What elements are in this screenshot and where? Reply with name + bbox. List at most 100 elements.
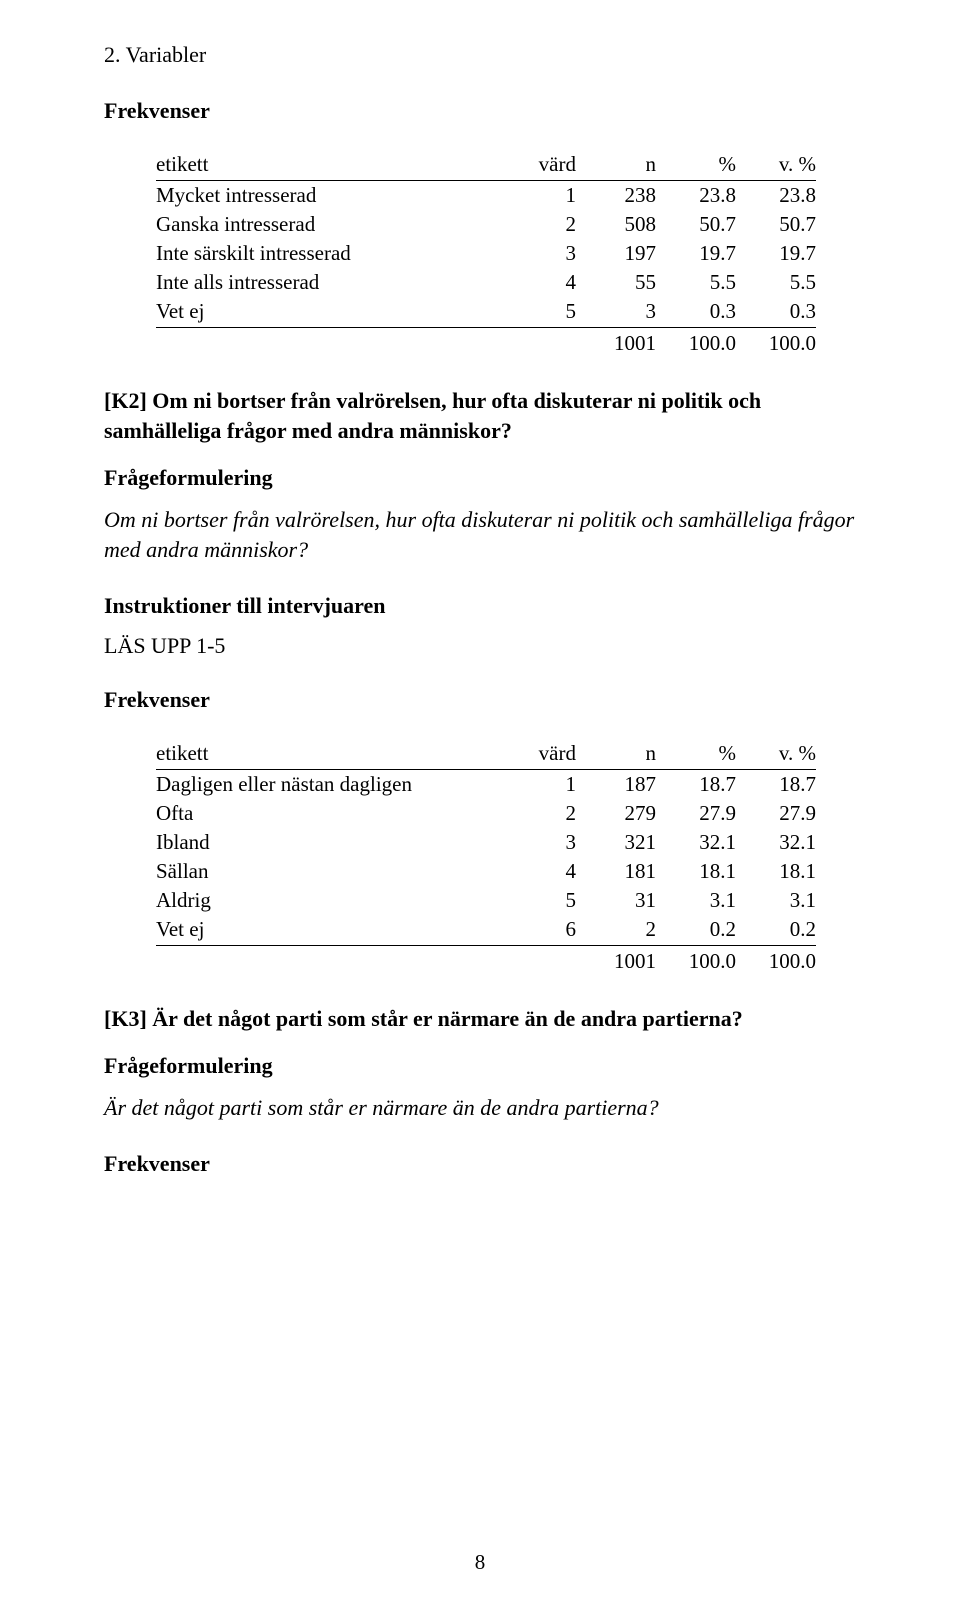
cell-pct: 32.1	[656, 828, 736, 857]
cell-pct: 19.7	[656, 239, 736, 268]
col-etikett: etikett	[156, 150, 496, 181]
cell-vard: 5	[496, 886, 576, 915]
cell-vpct: 5.5	[736, 268, 816, 297]
cell-pct: 5.5	[656, 268, 736, 297]
table-row: Inte särskilt intresserad 3 197 19.7 19.…	[156, 239, 816, 268]
frekvenser-heading-2: Frekvenser	[104, 687, 860, 713]
cell-vard: 2	[496, 210, 576, 239]
cell-n: 279	[576, 799, 656, 828]
cell-etikett: Inte alls intresserad	[156, 268, 496, 297]
cell-etikett: Vet ej	[156, 915, 496, 946]
table-row: Ibland 3 321 32.1 32.1	[156, 828, 816, 857]
cell-n: 2	[576, 915, 656, 946]
table-row: Inte alls intresserad 4 55 5.5 5.5	[156, 268, 816, 297]
k3-heading: [K3] Är det något parti som står er närm…	[104, 1004, 860, 1034]
cell-pct: 50.7	[656, 210, 736, 239]
table-row: Aldrig 5 31 3.1 3.1	[156, 886, 816, 915]
cell-pct: 27.9	[656, 799, 736, 828]
col-vpct: v. %	[736, 739, 816, 770]
cell-vpct: 32.1	[736, 828, 816, 857]
frekvenser-heading-1: Frekvenser	[104, 98, 860, 124]
table-header-row: etikett värd n % v. %	[156, 150, 816, 181]
cell-pct: 3.1	[656, 886, 736, 915]
cell-vard: 3	[496, 828, 576, 857]
frageformulering-label-1: Frågeformulering	[104, 465, 860, 491]
cell-pct: 0.2	[656, 915, 736, 946]
cell-vpct: 0.3	[736, 297, 816, 328]
cell-vard: 3	[496, 239, 576, 268]
cell-n: 181	[576, 857, 656, 886]
cell-vpct: 23.8	[736, 181, 816, 211]
k2-formulering: Om ni bortser från valrörelsen, hur ofta…	[104, 505, 860, 564]
cell-vard: 6	[496, 915, 576, 946]
total-vpct: 100.0	[736, 945, 816, 976]
col-vard: värd	[496, 739, 576, 770]
cell-vpct: 18.7	[736, 769, 816, 799]
table-row: Sällan 4 181 18.1 18.1	[156, 857, 816, 886]
table-1: etikett värd n % v. % Mycket intresserad…	[156, 150, 860, 358]
cell-pct: 18.7	[656, 769, 736, 799]
table-row: Dagligen eller nästan dagligen 1 187 18.…	[156, 769, 816, 799]
cell-vard: 2	[496, 799, 576, 828]
total-pct: 100.0	[656, 945, 736, 976]
frequency-table-2: etikett värd n % v. % Dagligen eller näs…	[156, 739, 816, 976]
total-n: 1001	[576, 328, 656, 359]
cell-etikett: Aldrig	[156, 886, 496, 915]
cell-n: 31	[576, 886, 656, 915]
table-row: Vet ej 6 2 0.2 0.2	[156, 915, 816, 946]
col-etikett: etikett	[156, 739, 496, 770]
cell-pct: 18.1	[656, 857, 736, 886]
cell-vpct: 0.2	[736, 915, 816, 946]
cell-vpct: 18.1	[736, 857, 816, 886]
k2-heading: [K2] Om ni bortser från valrörelsen, hur…	[104, 386, 860, 445]
cell-n: 187	[576, 769, 656, 799]
col-pct: %	[656, 739, 736, 770]
page-number: 8	[475, 1550, 486, 1575]
k3-formulering: Är det något parti som står er närmare ä…	[104, 1093, 860, 1123]
table-header-row: etikett värd n % v. %	[156, 739, 816, 770]
cell-n: 508	[576, 210, 656, 239]
frequency-table-1: etikett värd n % v. % Mycket intresserad…	[156, 150, 816, 358]
cell-vard: 1	[496, 769, 576, 799]
cell-etikett: Sällan	[156, 857, 496, 886]
cell-vpct: 27.9	[736, 799, 816, 828]
document-page: 2. Variabler Frekvenser etikett värd n %…	[0, 0, 960, 1605]
table-2: etikett värd n % v. % Dagligen eller näs…	[156, 739, 860, 976]
total-pct: 100.0	[656, 328, 736, 359]
cell-etikett: Ibland	[156, 828, 496, 857]
cell-vard: 4	[496, 268, 576, 297]
col-n: n	[576, 739, 656, 770]
col-vpct: v. %	[736, 150, 816, 181]
cell-n: 238	[576, 181, 656, 211]
cell-vpct: 3.1	[736, 886, 816, 915]
table-total-row: 1001 100.0 100.0	[156, 328, 816, 359]
cell-etikett: Inte särskilt intresserad	[156, 239, 496, 268]
frekvenser-heading-3: Frekvenser	[104, 1151, 860, 1177]
cell-vpct: 19.7	[736, 239, 816, 268]
table-row: Ofta 2 279 27.9 27.9	[156, 799, 816, 828]
cell-n: 3	[576, 297, 656, 328]
col-n: n	[576, 150, 656, 181]
k2-instruction-value: LÄS UPP 1-5	[104, 633, 860, 659]
cell-n: 197	[576, 239, 656, 268]
cell-vpct: 50.7	[736, 210, 816, 239]
cell-vard: 5	[496, 297, 576, 328]
col-vard: värd	[496, 150, 576, 181]
table-row: Mycket intresserad 1 238 23.8 23.8	[156, 181, 816, 211]
cell-etikett: Vet ej	[156, 297, 496, 328]
section-header: 2. Variabler	[104, 42, 860, 68]
table-total-row: 1001 100.0 100.0	[156, 945, 816, 976]
cell-pct: 23.8	[656, 181, 736, 211]
cell-n: 321	[576, 828, 656, 857]
cell-etikett: Ganska intresserad	[156, 210, 496, 239]
cell-n: 55	[576, 268, 656, 297]
total-n: 1001	[576, 945, 656, 976]
col-pct: %	[656, 150, 736, 181]
cell-vard: 4	[496, 857, 576, 886]
cell-etikett: Dagligen eller nästan dagligen	[156, 769, 496, 799]
instruktioner-label: Instruktioner till intervjuaren	[104, 593, 860, 619]
cell-etikett: Ofta	[156, 799, 496, 828]
total-vpct: 100.0	[736, 328, 816, 359]
cell-vard: 1	[496, 181, 576, 211]
cell-pct: 0.3	[656, 297, 736, 328]
